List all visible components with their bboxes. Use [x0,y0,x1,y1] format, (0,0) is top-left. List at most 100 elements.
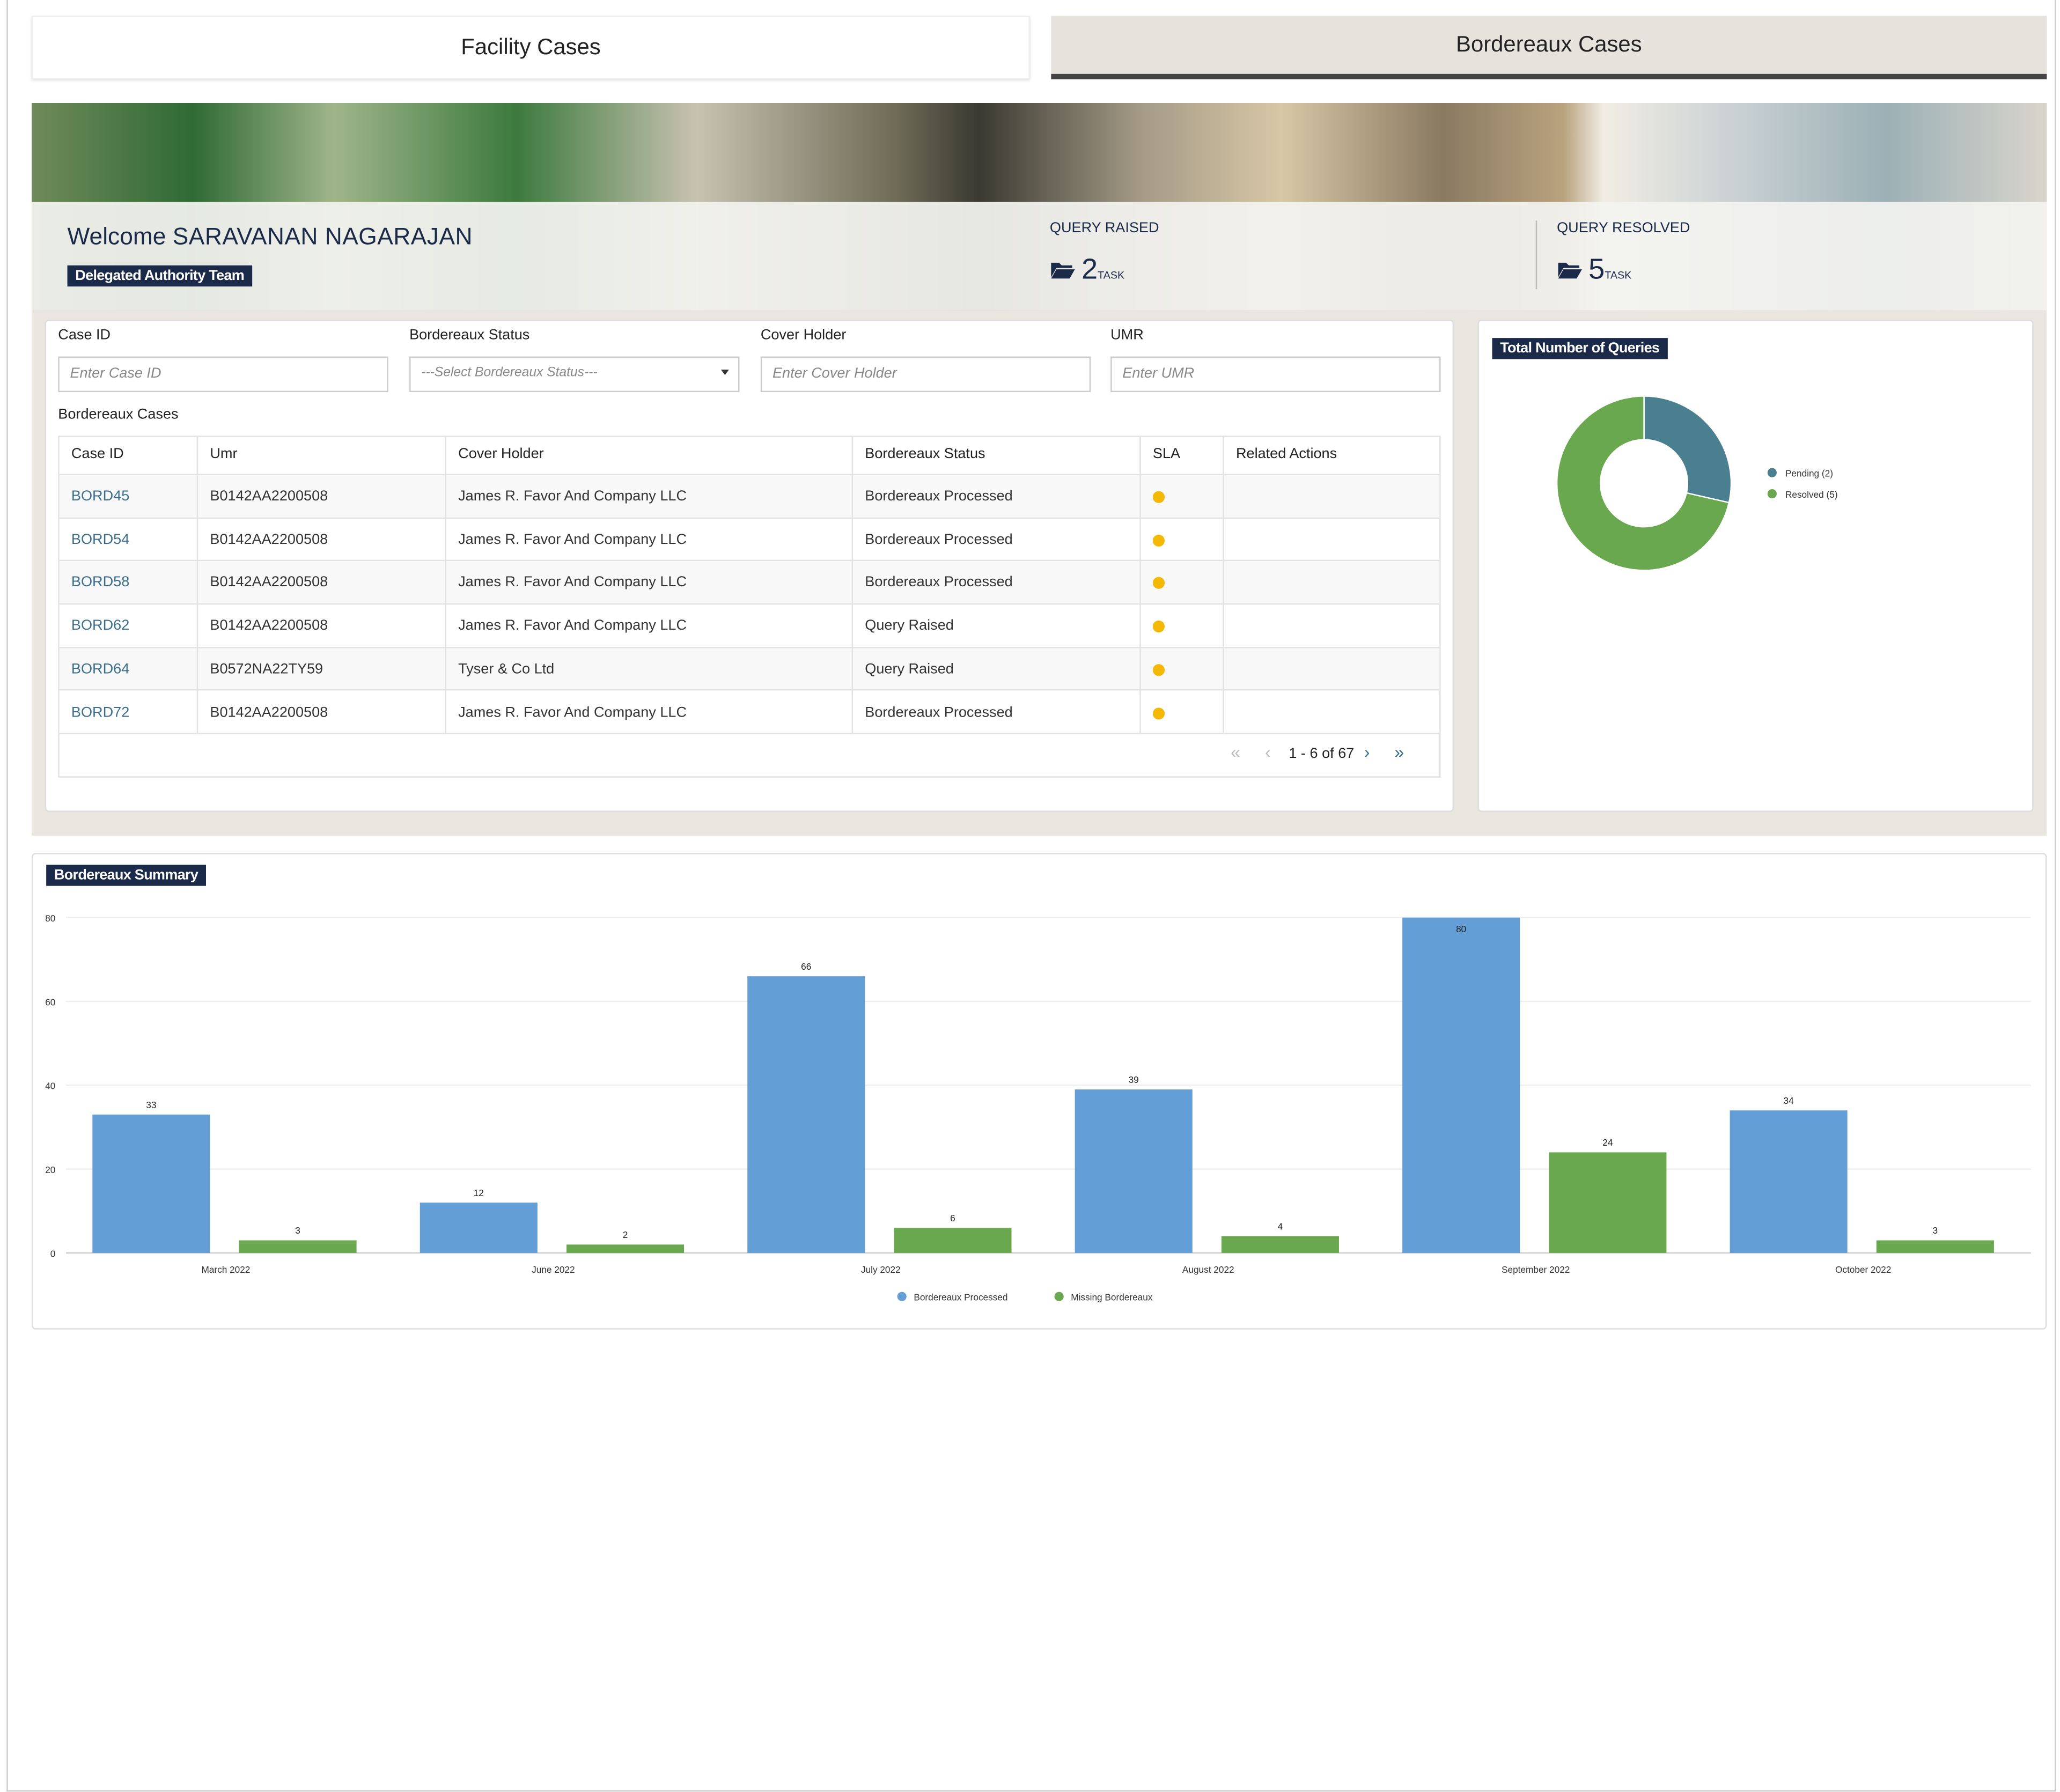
legend-marker [897,1292,907,1301]
folder-icon [1051,262,1075,279]
bar [894,1228,1012,1253]
case-link[interactable]: BORD54 [71,532,130,548]
x-tick-label: June 2022 [532,1264,575,1275]
table-row[interactable] [59,518,1440,562]
table-header [59,437,1440,476]
table-row[interactable] [59,648,1440,691]
chart-title: Bordereaux Summary [46,865,206,886]
pager-icon[interactable]: › [1364,742,1370,762]
case-link[interactable]: BORD72 [71,704,130,720]
y-tick-label: 20 [45,1164,55,1175]
data-label: 4 [1278,1221,1283,1231]
bar [1549,1152,1667,1253]
table-cell: B0142AA2200508 [210,488,328,505]
filter-input[interactable]: ---Select Bordereaux Status--- [409,356,740,393]
bar [1402,917,1520,1253]
table-cell: B0142AA2200508 [210,618,328,634]
legend-label: Pending (2) [1785,468,1833,479]
stat-count: 2 [1081,252,1098,285]
sla-dot [1152,534,1165,547]
legend-label: Missing Bordereaux [1071,1292,1153,1303]
y-tick-label: 0 [50,1248,56,1259]
queries-card: Total Number of Queries [1477,319,2034,812]
bar [566,1244,685,1253]
column-divider [1223,437,1224,734]
y-tick-label: 80 [45,913,55,924]
table-cell: B0142AA2200508 [210,574,328,591]
pager-icon[interactable]: ‹ [1265,742,1271,762]
data-label: 12 [474,1188,484,1198]
sla-dot [1152,577,1165,589]
welcome: Welcome SARAVANAN NAGARAJAN [68,223,473,251]
sla-dot [1152,663,1165,676]
sla-dot [1152,707,1165,719]
stat-count: 5 [1588,252,1605,285]
case-link[interactable]: BORD62 [71,618,130,634]
table-cell: Bordereaux Processed [865,488,1013,505]
bar [1876,1240,1994,1253]
column-header: Umr [210,446,238,462]
case-link[interactable]: BORD58 [71,574,130,591]
table-cell: James R. Favor And Company LLC [458,488,687,505]
tab[interactable]: Facility Cases [32,16,1030,79]
chart-title: Total Number of Queries [1492,338,1667,359]
bar [1730,1110,1848,1253]
column-header: Related Actions [1235,446,1337,462]
filter-label: Bordereaux Status [409,327,530,343]
filter-input[interactable]: Enter Case ID [58,356,388,393]
sla-dot [1152,621,1165,633]
column-divider [851,437,854,734]
bar [747,976,865,1253]
welcome-text: Welcome [67,223,166,250]
table-cell: Query Raised [865,618,954,634]
table-row[interactable] [59,691,1440,735]
x-tick-label: August 2022 [1182,1264,1234,1275]
frame [6,0,2056,1792]
column-divider [1139,437,1141,734]
table-title: Bordereaux Cases [58,407,179,423]
legend-marker [1054,1292,1064,1301]
legend-label: Bordereaux Processed [914,1292,1007,1303]
data-label: 39 [1129,1074,1139,1085]
bar [239,1240,357,1253]
filter-input[interactable]: Enter Cover Holder [760,356,1091,393]
data-label: 3 [1933,1225,1938,1236]
bar [92,1115,210,1253]
table-cell: Tyser & Co Ltd [458,661,555,677]
table-cell: Bordereaux Processed [865,704,1013,720]
case-link[interactable]: BORD45 [71,488,130,505]
table-cell: Bordereaux Processed [865,532,1013,548]
table-cell: James R. Favor And Company LLC [458,532,687,548]
filter-input[interactable]: Enter UMR [1110,356,1441,393]
donut-slice [1556,395,1730,571]
sla-dot [1152,491,1165,503]
stat-label: QUERY RESOLVED [1557,220,1690,237]
table-row[interactable] [59,562,1440,605]
user-name: SARAVANAN NAGARAJAN [172,223,473,250]
pager-icon[interactable]: » [1394,742,1404,762]
x-tick-label: July 2022 [861,1264,901,1275]
pager-icon[interactable]: « [1231,742,1240,762]
data-label: 80 [1456,924,1466,934]
column-divider [445,437,446,734]
column-divider [196,437,198,734]
case-link[interactable]: BORD64 [71,661,130,677]
table-cell: James R. Favor And Company LLC [458,704,687,720]
donut-slice [1643,395,1732,504]
data-label: 34 [1784,1095,1794,1106]
data-label: 66 [801,961,811,972]
filter-label: Cover Holder [760,327,847,343]
data-label: 2 [623,1229,628,1240]
bar [420,1203,538,1253]
table-row[interactable] [59,604,1440,648]
x-tick-label: October 2022 [1835,1264,1891,1275]
table-row[interactable] [59,475,1440,519]
stat-label: QUERY RAISED [1049,220,1159,237]
data-label: 24 [1602,1137,1613,1148]
team-badge: Delegated Authority Team [67,265,252,287]
stat-unit: TASK [1098,269,1125,282]
tab-active[interactable]: Bordereaux Cases [1051,16,2047,79]
legend-marker [1767,468,1777,477]
table [58,436,1441,778]
